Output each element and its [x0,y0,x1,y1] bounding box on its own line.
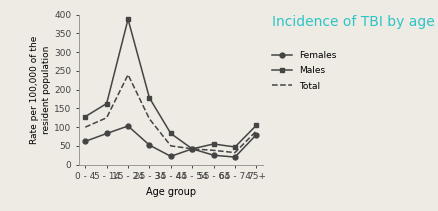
Legend: Females, Males, Total: Females, Males, Total [272,51,336,91]
Y-axis label: Rate per 100,000 of the
resident population: Rate per 100,000 of the resident populat… [30,35,51,144]
Text: Incidence of TBI by age: Incidence of TBI by age [272,15,434,29]
X-axis label: Age group: Age group [146,187,196,197]
